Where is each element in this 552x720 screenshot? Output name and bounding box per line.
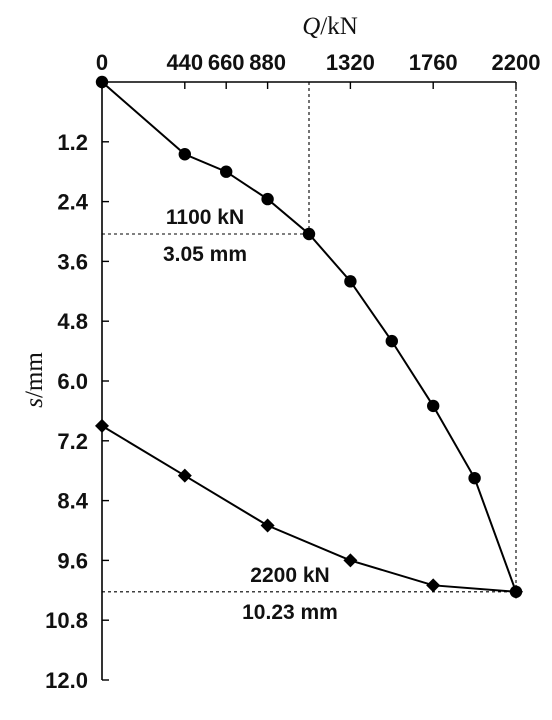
x-tick-label: 440 (166, 50, 203, 75)
x-tick-label: 1320 (326, 50, 375, 75)
y-tick-label: 10.8 (45, 608, 88, 633)
data-point-diamond (260, 518, 275, 533)
y-tick-label: 4.8 (57, 309, 88, 334)
data-point-circle (385, 334, 398, 348)
y-tick-label: 6.0 (57, 369, 88, 394)
data-point-circle (95, 75, 109, 89)
annotation-settlement-label: 3.05 mm (163, 243, 247, 266)
x-tick-label: 660 (208, 50, 245, 75)
data-point-circle (344, 275, 357, 288)
y-axis-title-unit: /mm (21, 352, 48, 398)
data-point-circle (468, 471, 481, 485)
y-tick-label: 7.2 (57, 429, 88, 454)
data-point-circle (178, 148, 191, 161)
y-tick-label: 2.4 (57, 190, 88, 215)
series-layer (95, 75, 523, 599)
labels: 0 440 660 880 1320 1760 2200 1.2 2.4 3.6 4.8 6.0 7.2… (45, 50, 540, 693)
x-axis-title-unit: /kN (320, 13, 358, 40)
data-point-diamond (177, 468, 192, 483)
data-point-circle (302, 227, 316, 241)
y-tick-label: 3.6 (57, 249, 88, 274)
guide-lines (102, 82, 517, 593)
annotation-load-label: 2200 kN (250, 564, 329, 587)
x-tick-label: 880 (249, 50, 286, 75)
x-tick-label: 2200 (492, 50, 541, 75)
x-tick-label: 1760 (409, 50, 458, 75)
data-point-diamond (95, 418, 109, 433)
y-axis-title: s/mm (21, 352, 48, 408)
x-axis-title-symbol: Q (302, 13, 320, 40)
series-line-circle (101, 81, 517, 593)
annotation-load-label: 1100 kN (166, 206, 244, 229)
data-point-circle (220, 165, 233, 178)
series-line-diamond (101, 424, 517, 593)
x-axis-title: Q/kN (302, 13, 358, 40)
annotation-settlement-label: 10.23 mm (242, 601, 338, 624)
axes (101, 81, 517, 681)
y-tick-label: 9.6 (57, 548, 88, 573)
data-point-diamond (343, 553, 358, 568)
data-point-circle (427, 399, 440, 413)
data-point-circle (261, 192, 274, 206)
y-axis-title-symbol: s (21, 398, 48, 408)
y-tick-label: 1.2 (57, 130, 88, 155)
data-point-diamond (509, 584, 523, 599)
y-tick-label: 8.4 (57, 489, 88, 514)
data-point-diamond (426, 578, 441, 593)
x-tick-label: 0 (96, 50, 108, 75)
y-tick-label: 12.0 (45, 668, 88, 693)
